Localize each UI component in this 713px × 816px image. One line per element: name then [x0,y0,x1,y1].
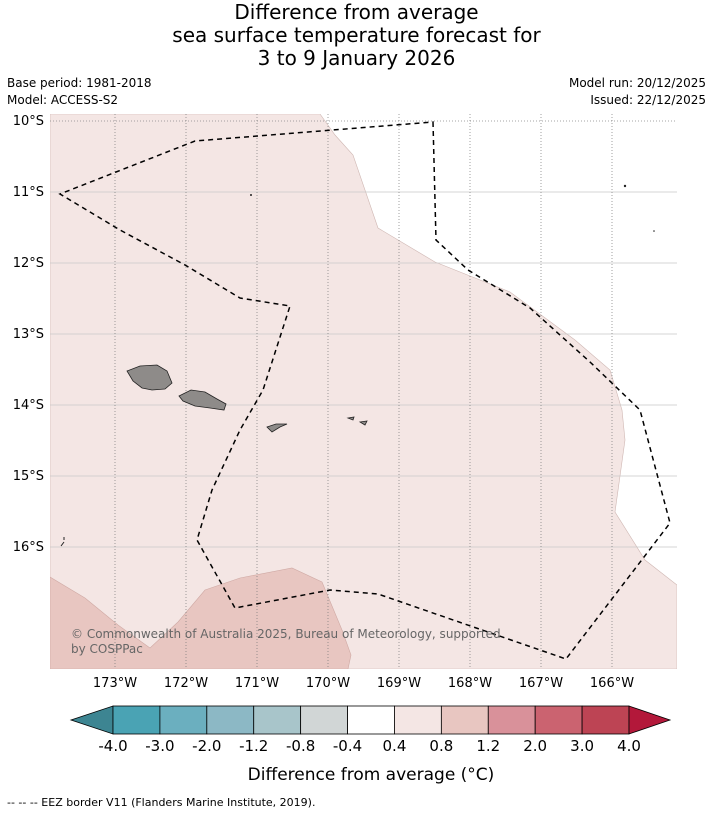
lat-label: 15°S [13,469,44,484]
lon-label: 169°W [377,676,421,691]
longitude-gridlines [114,114,613,669]
lat-label: 13°S [13,327,44,342]
tutuila-island [266,423,288,433]
lat-label: 14°S [13,398,44,413]
lat-label: 10°S [13,114,44,129]
title-line-3: 3 to 9 January 2026 [257,46,456,70]
lat-label: 16°S [13,540,44,555]
map-area [50,114,677,669]
lat-label: 12°S [13,256,44,271]
colorbar-tick-label: -4.0 [98,737,127,755]
colorbar-segment [394,705,442,735]
colorbar-segment [534,705,583,735]
copyright-text: © Commonwealth of Australia 2025, Bureau… [71,627,501,641]
upolu-island [178,389,227,411]
colorbar-segment [581,705,630,735]
colorbar-label: Difference from average (°C) [248,765,495,785]
latitude-gridlines [50,191,677,548]
model-name: Model: ACCESS-S2 [7,93,119,107]
manua-island-2 [358,420,368,426]
colorbar-segment [440,705,489,735]
eez-border [58,121,671,660]
colorbar-segment [206,705,255,735]
colorbar-tick-label: 0.8 [429,737,453,755]
colorbar-tick-label: -2.0 [192,737,221,755]
colorbar-tick-label: 3.0 [570,737,594,755]
longitude-labels: 173°W 172°W 171°W 170°W 169°W 168°W 167°… [93,676,634,691]
colorbar-tick-label: -1.2 [239,737,268,755]
colorbar-segment [487,705,536,735]
savaii-island [126,364,173,391]
manua-island-1 [346,416,355,421]
colorbar-segment [159,705,208,735]
model-run: Model run: 20/12/2025 [568,76,706,90]
swains-island [250,194,252,196]
lon-label: 172°W [164,676,208,691]
colorbar-segment [112,705,161,735]
colorbar-extend-low [69,705,114,735]
colorbar-tick-label: 0.4 [383,737,407,755]
colorbar-tick-label: -3.0 [145,737,174,755]
title-line-2: sea surface temperature forecast for [172,23,541,47]
latitude-labels: 10°S 11°S 12°S 13°S 14°S 15°S 16°S [13,114,44,555]
lat-label: 11°S [13,185,44,200]
base-period: Base period: 1981-2018 [7,76,152,90]
title-line-1: Difference from average [234,0,479,24]
lon-label: 170°W [306,676,350,691]
copyright-text-2: by COSPPac [71,642,143,656]
anomaly-region-0-8-1-2 [50,567,352,669]
lon-label: 166°W [590,676,634,691]
colorbar-segment [253,705,302,735]
lon-label: 168°W [448,676,492,691]
wallis-islet [60,537,65,547]
colorbar-segment [300,705,348,735]
colorbar-tick-label: 4.0 [617,737,641,755]
colorbar-ticks: -4.0 -3.0 -2.0 -1.2 -0.8 -0.4 0.4 0.8 1.2 2.0 3.0 4… [98,737,641,755]
colorbar-tick-label: 1.2 [476,737,500,755]
atoll-north-east [623,184,627,188]
lon-label: 167°W [519,676,563,691]
atoll-east [653,230,655,232]
lon-label: 171°W [235,676,279,691]
issued-date: Issued: 22/12/2025 [590,93,706,107]
colorbar-segment [347,705,395,735]
colorbar-tick-label: -0.8 [286,737,315,755]
lon-label: 173°W [93,676,137,691]
colorbar-tick-label: -0.4 [333,737,362,755]
colorbar-tick-label: 2.0 [523,737,547,755]
colorbar-extend-high [628,705,672,735]
anomaly-region-0-4-0-8 [50,114,677,669]
colorbar [69,705,672,735]
eez-legend-note: -- -- -- EEZ border V11 (Flanders Marine… [7,796,316,809]
